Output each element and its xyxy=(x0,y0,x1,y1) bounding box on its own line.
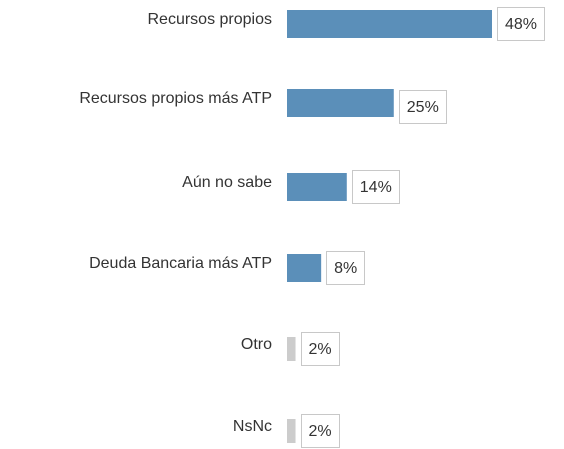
category-label: Recursos propios xyxy=(147,11,273,28)
category-label: Recursos propios más ATP xyxy=(79,90,272,107)
value-label: 48% xyxy=(497,7,546,41)
value-label: 2% xyxy=(300,414,340,448)
category-label: Aún no sabe xyxy=(182,174,272,191)
value-label: 25% xyxy=(398,90,447,124)
value-label: 2% xyxy=(300,332,340,366)
bar xyxy=(287,419,296,443)
value-label: 8% xyxy=(326,251,366,285)
bar xyxy=(287,89,394,117)
value-label: 14% xyxy=(351,170,400,204)
category-label: NsNc xyxy=(232,418,272,435)
bar xyxy=(287,10,492,38)
bar xyxy=(287,173,347,201)
bar xyxy=(287,337,296,361)
bar xyxy=(287,254,322,282)
category-label: Otro xyxy=(240,336,272,353)
category-label: Deuda Bancaria más ATP xyxy=(89,255,272,272)
